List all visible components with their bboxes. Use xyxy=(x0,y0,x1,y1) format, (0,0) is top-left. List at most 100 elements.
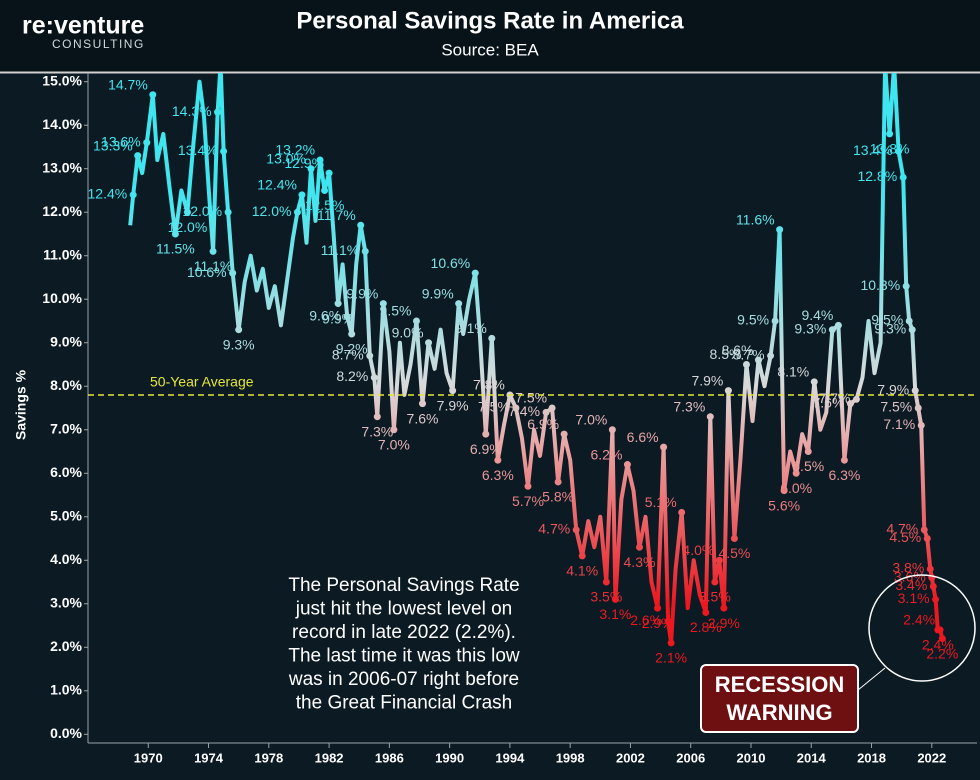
data-point xyxy=(578,552,586,560)
data-point xyxy=(908,326,916,334)
data-label: 9.9% xyxy=(322,310,354,326)
data-point xyxy=(482,430,490,438)
data-point xyxy=(810,378,818,386)
data-label: 9.3% xyxy=(874,320,906,336)
y-tick-label: 9.0% xyxy=(50,333,82,349)
data-label: 12.0% xyxy=(168,219,208,235)
annotation-line: record in late 2022 (2.2%). xyxy=(292,622,516,643)
data-label: 3.5% xyxy=(699,589,731,605)
data-point xyxy=(214,108,222,116)
data-point xyxy=(449,387,457,395)
data-point xyxy=(911,387,919,395)
data-label: 4.1% xyxy=(566,563,598,579)
data-label: 11.1% xyxy=(194,258,233,274)
data-label: 4.5% xyxy=(718,545,750,561)
data-label: 9.5% xyxy=(871,312,903,328)
y-tick-label: 0.0% xyxy=(50,725,82,741)
data-point xyxy=(846,400,854,408)
data-point xyxy=(373,413,381,421)
annotation-line: was in 2006-07 right before xyxy=(288,669,519,690)
data-point xyxy=(455,300,463,308)
data-label: 7.9% xyxy=(437,397,469,413)
y-tick-label: 13.0% xyxy=(42,159,82,175)
data-point xyxy=(667,639,675,647)
data-label: 7.9% xyxy=(877,381,909,397)
data-point xyxy=(711,578,719,586)
warning-text: RECESSION xyxy=(715,672,845,697)
data-point xyxy=(361,247,369,255)
data-label: 4.3% xyxy=(624,554,656,570)
y-tick-label: 15.0% xyxy=(42,72,82,88)
data-point xyxy=(293,208,301,216)
callout-circle xyxy=(868,574,976,682)
y-tick-label: 14.0% xyxy=(42,116,82,132)
data-label: 9.5% xyxy=(737,312,769,328)
data-label: 7.6% xyxy=(813,394,845,410)
y-tick-label: 12.0% xyxy=(42,203,82,219)
data-label: 5.1% xyxy=(645,494,677,510)
data-point xyxy=(926,565,934,573)
data-point xyxy=(776,226,784,234)
data-point xyxy=(129,191,137,199)
data-label: 9.9% xyxy=(346,285,378,301)
data-label: 12.4% xyxy=(88,186,128,202)
data-point xyxy=(149,91,157,99)
data-point xyxy=(932,595,940,603)
x-tick-label: 1970 xyxy=(134,750,163,765)
data-label: 6.6% xyxy=(627,429,659,445)
data-point xyxy=(471,269,479,277)
data-label: 2.4% xyxy=(903,612,935,628)
data-point xyxy=(379,300,387,308)
data-label: 6.3% xyxy=(828,467,860,483)
y-tick-label: 6.0% xyxy=(50,464,82,480)
data-point xyxy=(917,421,925,429)
data-label: 2.4% xyxy=(922,637,954,653)
data-point xyxy=(635,543,643,551)
annotation-line: The last time it was this low xyxy=(288,646,520,667)
data-label: 12.8% xyxy=(857,168,897,184)
x-tick-label: 1994 xyxy=(495,750,525,765)
x-tick-label: 1998 xyxy=(556,750,585,765)
data-point xyxy=(905,317,913,325)
data-label: 12.0% xyxy=(182,203,222,219)
data-point xyxy=(357,221,365,229)
data-label: 2.8% xyxy=(690,619,722,635)
data-point xyxy=(702,608,710,616)
data-point xyxy=(554,478,562,486)
data-point xyxy=(771,317,779,325)
data-label: 10.3% xyxy=(860,277,900,293)
data-label: 9.4% xyxy=(801,307,833,323)
data-point xyxy=(664,617,672,625)
data-point xyxy=(611,595,619,603)
x-tick-label: 1982 xyxy=(315,750,344,765)
data-point xyxy=(914,404,922,412)
x-tick-label: 1986 xyxy=(375,750,404,765)
data-label: 9.0% xyxy=(392,324,424,340)
data-point xyxy=(755,356,763,364)
data-point xyxy=(134,152,142,160)
data-point xyxy=(419,400,427,408)
data-point xyxy=(220,147,228,155)
data-label: 13.2% xyxy=(275,142,315,158)
data-label: 2.9% xyxy=(642,615,674,631)
x-tick-label: 2014 xyxy=(797,750,827,765)
data-label: 11.7% xyxy=(317,207,356,223)
data-label: 7.3% xyxy=(673,398,705,414)
data-point xyxy=(366,352,374,360)
data-point xyxy=(852,395,860,403)
data-label: 6.9% xyxy=(470,441,502,457)
data-point xyxy=(209,247,217,255)
warning-box xyxy=(700,664,859,733)
data-label: 7.5% xyxy=(880,399,912,415)
data-label: 10.6% xyxy=(431,255,471,271)
overlay: 12.4% 13.3%13.6% 14.7% 11.5% 12.0% 11.1% 14.3%… xyxy=(88,76,976,733)
data-point xyxy=(183,208,191,216)
data-label: 3.1% xyxy=(599,606,631,622)
y-tick-label: 8.0% xyxy=(50,377,82,393)
data-label: 9.5% xyxy=(380,303,412,319)
x-tick-label: 2002 xyxy=(616,750,645,765)
callout-line xyxy=(857,667,886,691)
data-point xyxy=(834,321,842,329)
data-point xyxy=(512,404,520,412)
